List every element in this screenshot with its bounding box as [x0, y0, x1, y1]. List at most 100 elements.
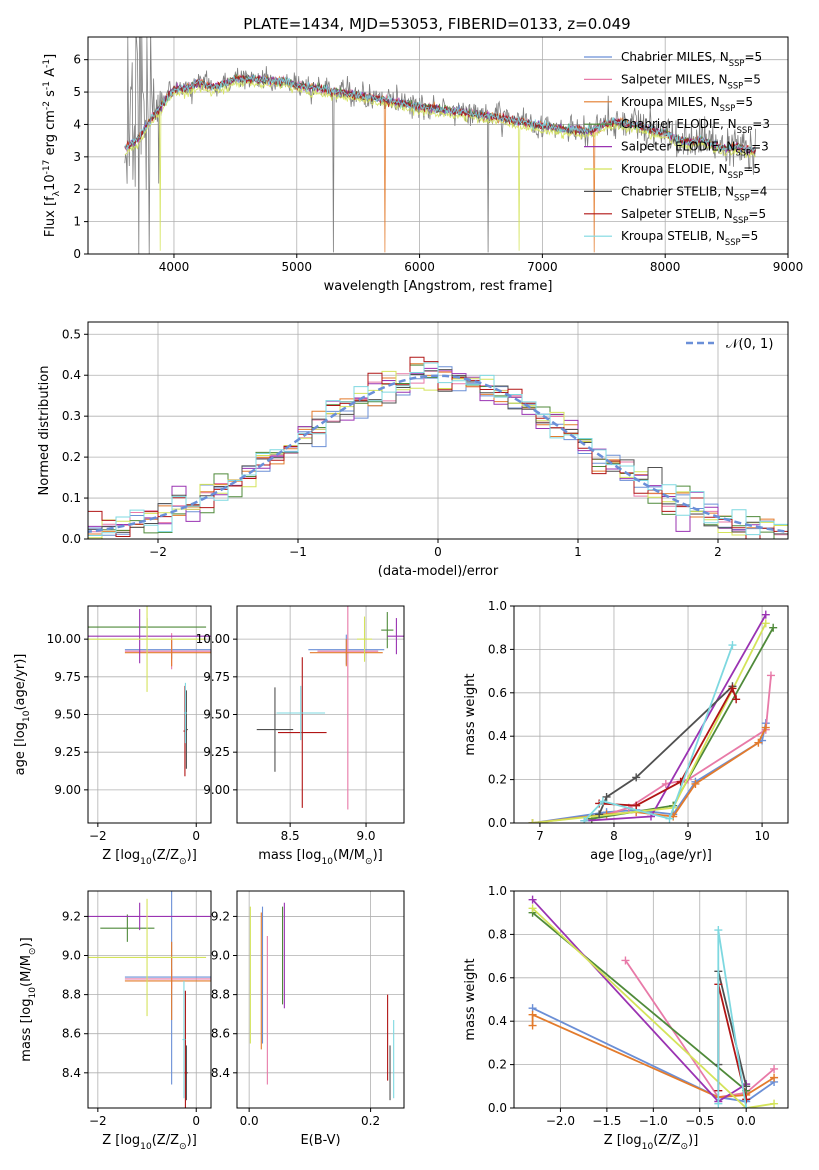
y-tick-label: 9.0 [211, 949, 230, 963]
axes-frame [87, 890, 212, 1109]
panel-mass_vs_Z: −2 0 8.4 8.6 8.8 9.0 9.2 Z [log10(Z/Z⊙)] mass [l… [19, 890, 212, 1152]
y-tick-label: 8.8 [62, 988, 81, 1002]
y-tick-label: 9.2 [211, 909, 230, 923]
y-tick-label: 9.25 [203, 745, 230, 759]
mass-weight-line [717, 929, 748, 1108]
x-axis-label: Z [log10(Z/Z⊙)] [102, 1133, 197, 1152]
y-tick-label: 9.50 [203, 708, 230, 722]
legend-label: Salpeter STELIB, NSSP=5 [621, 207, 766, 225]
axes-frame [236, 605, 405, 824]
errorbar-point [309, 639, 383, 667]
legend-label: Salpeter ELODIE, NSSP=3 [621, 140, 769, 158]
x-tick-label: −2 [89, 829, 107, 843]
y-tick-label: 0.2 [62, 450, 81, 464]
y-tick-label: 0.0 [62, 532, 81, 546]
y-axis-label: mass weight [463, 958, 478, 1040]
legend-label: 𝒩(0, 1) [726, 337, 773, 352]
mass-weight-marker [742, 1095, 751, 1104]
x-tick-label: 9.0 [356, 829, 375, 843]
errorbar-point [88, 606, 207, 692]
y-tick-label: 0.6 [488, 686, 507, 700]
y-axis-label: mass [log10(M/M⊙)] [19, 937, 38, 1061]
spectrum-data-line [124, 37, 756, 254]
x-tick-label: 8 [610, 829, 618, 843]
axes-frame [87, 605, 212, 824]
y-tick-label: 9.50 [54, 708, 81, 722]
x-axis-label: Z [log10(Z/Z⊙)] [102, 848, 197, 867]
errorbar-point [381, 612, 394, 649]
y-tick-label: 0.4 [62, 368, 81, 382]
errorbar-point [100, 914, 155, 942]
mass-weight-line [583, 644, 734, 822]
y-tick-label: 0.8 [488, 927, 507, 941]
y-tick-label: 0.0 [488, 1101, 507, 1115]
mass-weight-marker [528, 1021, 537, 1030]
x-axis-label: (data-model)/error [378, 564, 499, 579]
y-tick-label: 1.0 [488, 599, 507, 613]
x-tick-label: 8000 [650, 260, 681, 274]
x-axis-label: E(B-V) [300, 1133, 340, 1148]
x-tick-label: 4000 [159, 260, 190, 274]
grid [88, 891, 211, 1108]
errorbar-point [88, 898, 207, 1017]
y-tick-label: 0.2 [488, 773, 507, 787]
x-tick-label: 7000 [527, 260, 558, 274]
grid [88, 606, 211, 823]
legend-label: Kroupa MILES, NSSP=5 [621, 95, 753, 113]
x-tick-label: −2 [149, 545, 167, 559]
y-tick-label: 0.1 [62, 491, 81, 505]
errorbar-point [387, 618, 404, 655]
grid [237, 891, 404, 1108]
x-axis-label: wavelength [Angstrom, rest frame] [324, 279, 553, 294]
axes-frame [87, 36, 789, 255]
mass-weight-marker [661, 779, 670, 788]
errorbar-point [256, 687, 294, 772]
legend-label: Chabrier STELIB, NSSP=4 [621, 184, 767, 202]
y-axis-label: Flux [fλ10-17 erg cm-2 s-1 A-1] [42, 54, 62, 237]
errorbar-point [124, 941, 211, 1021]
mass-weight-marker [632, 773, 641, 782]
plot-area [88, 356, 788, 539]
legend-label: Chabrier ELODIE, NSSP=3 [621, 117, 770, 135]
x-tick-label: 2 [714, 545, 722, 559]
errorbar-point [182, 980, 186, 1099]
y-tick-label: 0.6 [488, 971, 507, 985]
y-tick-label: 8.4 [62, 1066, 81, 1080]
mass-weight-line [532, 622, 767, 823]
x-tick-label: 0 [434, 545, 442, 559]
mass-weight-marker [766, 671, 775, 680]
x-tick-label: 1 [574, 545, 582, 559]
mass-weight-marker [742, 1104, 751, 1108]
mass-weight-marker [691, 779, 700, 788]
y-tick-label: 10.00 [196, 632, 230, 646]
x-tick-label: −0.5 [685, 1114, 714, 1128]
x-axis-label: mass [log10(M/M⊙)] [258, 848, 382, 867]
x-tick-label: −2.0 [546, 1114, 575, 1128]
mass-weight-marker [632, 801, 641, 810]
y-tick-label: 4 [73, 117, 81, 131]
y-tick-label: 0.5 [62, 327, 81, 341]
mass-weight-marker [761, 610, 770, 619]
errorbar-point [88, 609, 211, 664]
y-tick-label: 5 [73, 85, 81, 99]
plot-area [528, 895, 779, 1108]
y-tick-label: 10.00 [47, 632, 81, 646]
y-tick-label: 9.25 [54, 745, 81, 759]
y-tick-label: 8.8 [211, 988, 230, 1002]
axes-frame [513, 605, 789, 824]
mass-weight-marker [714, 1099, 723, 1108]
mass-weight-marker [714, 926, 723, 935]
errorbar-point [356, 616, 373, 662]
mass-weight-marker [770, 1064, 779, 1073]
mass-weight-marker [728, 684, 737, 693]
y-tick-label: 0.3 [62, 409, 81, 423]
axes-frame [87, 321, 789, 540]
y-tick-label: 9.2 [62, 909, 81, 923]
errorbar-point [277, 657, 327, 808]
residual-histogram [88, 362, 788, 539]
x-tick-label: 0 [192, 1114, 200, 1128]
x-axis-label: Z [log10(Z/Z⊙)] [604, 1133, 699, 1152]
mass-weight-marker [595, 810, 604, 819]
x-tick-label: 5000 [281, 260, 312, 274]
